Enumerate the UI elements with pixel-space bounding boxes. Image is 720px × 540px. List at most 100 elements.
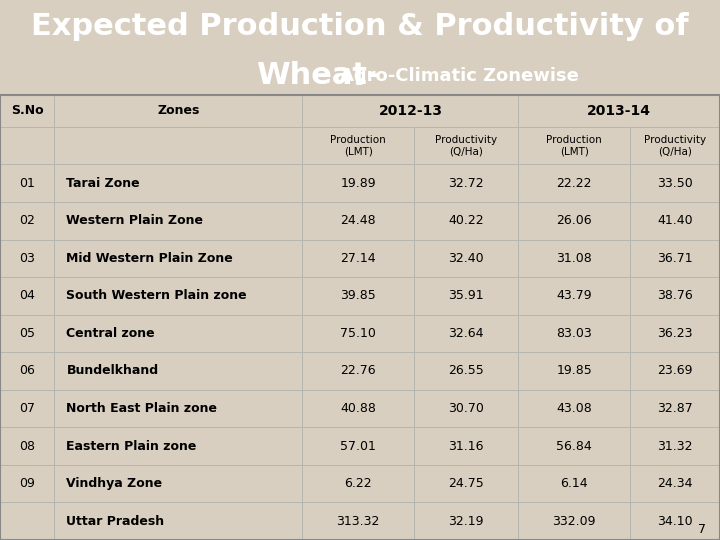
FancyBboxPatch shape bbox=[302, 94, 518, 126]
Text: 32.64: 32.64 bbox=[449, 327, 484, 340]
FancyBboxPatch shape bbox=[414, 390, 518, 427]
Text: 7: 7 bbox=[698, 523, 706, 536]
Text: 22.22: 22.22 bbox=[557, 177, 592, 190]
FancyBboxPatch shape bbox=[0, 390, 54, 427]
FancyBboxPatch shape bbox=[518, 352, 630, 390]
Text: 313.32: 313.32 bbox=[336, 515, 380, 528]
Text: 23.69: 23.69 bbox=[657, 364, 693, 377]
FancyBboxPatch shape bbox=[518, 427, 630, 465]
FancyBboxPatch shape bbox=[0, 202, 54, 240]
Text: 41.40: 41.40 bbox=[657, 214, 693, 227]
FancyBboxPatch shape bbox=[54, 427, 302, 465]
Text: 56.84: 56.84 bbox=[557, 440, 592, 453]
Text: 40.22: 40.22 bbox=[449, 214, 484, 227]
FancyBboxPatch shape bbox=[414, 165, 518, 202]
Text: 38.76: 38.76 bbox=[657, 289, 693, 302]
Text: 31.08: 31.08 bbox=[557, 252, 592, 265]
Text: Production
(LMT): Production (LMT) bbox=[330, 134, 386, 156]
Text: 75.10: 75.10 bbox=[341, 327, 376, 340]
Text: 24.48: 24.48 bbox=[341, 214, 376, 227]
Text: 08: 08 bbox=[19, 440, 35, 453]
FancyBboxPatch shape bbox=[302, 165, 414, 202]
Text: 2013-14: 2013-14 bbox=[588, 104, 651, 118]
FancyBboxPatch shape bbox=[518, 315, 630, 352]
FancyBboxPatch shape bbox=[630, 165, 720, 202]
FancyBboxPatch shape bbox=[54, 277, 302, 315]
Text: 57.01: 57.01 bbox=[341, 440, 376, 453]
FancyBboxPatch shape bbox=[518, 202, 630, 240]
Text: 24.75: 24.75 bbox=[449, 477, 484, 490]
FancyBboxPatch shape bbox=[0, 240, 54, 277]
FancyBboxPatch shape bbox=[0, 427, 54, 465]
Text: Production
(LMT): Production (LMT) bbox=[546, 134, 602, 156]
FancyBboxPatch shape bbox=[302, 315, 414, 352]
FancyBboxPatch shape bbox=[630, 427, 720, 465]
FancyBboxPatch shape bbox=[630, 202, 720, 240]
Text: 6.14: 6.14 bbox=[560, 477, 588, 490]
Text: 02: 02 bbox=[19, 214, 35, 227]
Text: 33.50: 33.50 bbox=[657, 177, 693, 190]
FancyBboxPatch shape bbox=[54, 352, 302, 390]
FancyBboxPatch shape bbox=[0, 165, 54, 202]
Text: Western Plain Zone: Western Plain Zone bbox=[66, 214, 204, 227]
FancyBboxPatch shape bbox=[414, 352, 518, 390]
FancyBboxPatch shape bbox=[518, 240, 630, 277]
Text: 09: 09 bbox=[19, 477, 35, 490]
Text: 32.87: 32.87 bbox=[657, 402, 693, 415]
Text: Vindhya Zone: Vindhya Zone bbox=[66, 477, 163, 490]
FancyBboxPatch shape bbox=[54, 502, 302, 540]
FancyBboxPatch shape bbox=[518, 277, 630, 315]
Text: 01: 01 bbox=[19, 177, 35, 190]
FancyBboxPatch shape bbox=[518, 390, 630, 427]
Text: 43.08: 43.08 bbox=[557, 402, 592, 415]
Text: 332.09: 332.09 bbox=[552, 515, 596, 528]
Text: 40.88: 40.88 bbox=[341, 402, 376, 415]
FancyBboxPatch shape bbox=[0, 315, 54, 352]
Text: 35.91: 35.91 bbox=[449, 289, 484, 302]
Text: 32.40: 32.40 bbox=[449, 252, 484, 265]
Text: 31.32: 31.32 bbox=[657, 440, 693, 453]
Text: Productivity
(Q/Ha): Productivity (Q/Ha) bbox=[644, 134, 706, 156]
Text: 07: 07 bbox=[19, 402, 35, 415]
FancyBboxPatch shape bbox=[302, 277, 414, 315]
FancyBboxPatch shape bbox=[302, 465, 414, 502]
Text: 19.85: 19.85 bbox=[557, 364, 592, 377]
FancyBboxPatch shape bbox=[0, 277, 54, 315]
Text: 36.71: 36.71 bbox=[657, 252, 693, 265]
FancyBboxPatch shape bbox=[302, 240, 414, 277]
FancyBboxPatch shape bbox=[54, 202, 302, 240]
Text: 34.10: 34.10 bbox=[657, 515, 693, 528]
FancyBboxPatch shape bbox=[54, 240, 302, 277]
FancyBboxPatch shape bbox=[518, 465, 630, 502]
FancyBboxPatch shape bbox=[518, 94, 720, 126]
FancyBboxPatch shape bbox=[302, 202, 414, 240]
FancyBboxPatch shape bbox=[414, 126, 518, 165]
FancyBboxPatch shape bbox=[630, 126, 720, 165]
FancyBboxPatch shape bbox=[0, 126, 54, 165]
FancyBboxPatch shape bbox=[630, 465, 720, 502]
FancyBboxPatch shape bbox=[0, 352, 54, 390]
Text: Agro-Climatic Zonewise: Agro-Climatic Zonewise bbox=[340, 66, 579, 85]
Text: 26.06: 26.06 bbox=[557, 214, 592, 227]
FancyBboxPatch shape bbox=[414, 202, 518, 240]
Text: Expected Production & Productivity of: Expected Production & Productivity of bbox=[31, 12, 689, 41]
Text: 30.70: 30.70 bbox=[449, 402, 484, 415]
FancyBboxPatch shape bbox=[302, 427, 414, 465]
FancyBboxPatch shape bbox=[0, 502, 54, 540]
FancyBboxPatch shape bbox=[54, 165, 302, 202]
FancyBboxPatch shape bbox=[518, 126, 630, 165]
FancyBboxPatch shape bbox=[630, 240, 720, 277]
FancyBboxPatch shape bbox=[302, 126, 414, 165]
Text: 22.76: 22.76 bbox=[341, 364, 376, 377]
Text: 05: 05 bbox=[19, 327, 35, 340]
Text: 2012-13: 2012-13 bbox=[379, 104, 442, 118]
Text: 03: 03 bbox=[19, 252, 35, 265]
Text: 43.79: 43.79 bbox=[557, 289, 592, 302]
FancyBboxPatch shape bbox=[54, 315, 302, 352]
FancyBboxPatch shape bbox=[54, 94, 302, 126]
FancyBboxPatch shape bbox=[302, 352, 414, 390]
Text: 6.22: 6.22 bbox=[344, 477, 372, 490]
Text: 24.34: 24.34 bbox=[657, 477, 693, 490]
Text: Wheat-: Wheat- bbox=[256, 61, 379, 90]
FancyBboxPatch shape bbox=[0, 94, 720, 540]
